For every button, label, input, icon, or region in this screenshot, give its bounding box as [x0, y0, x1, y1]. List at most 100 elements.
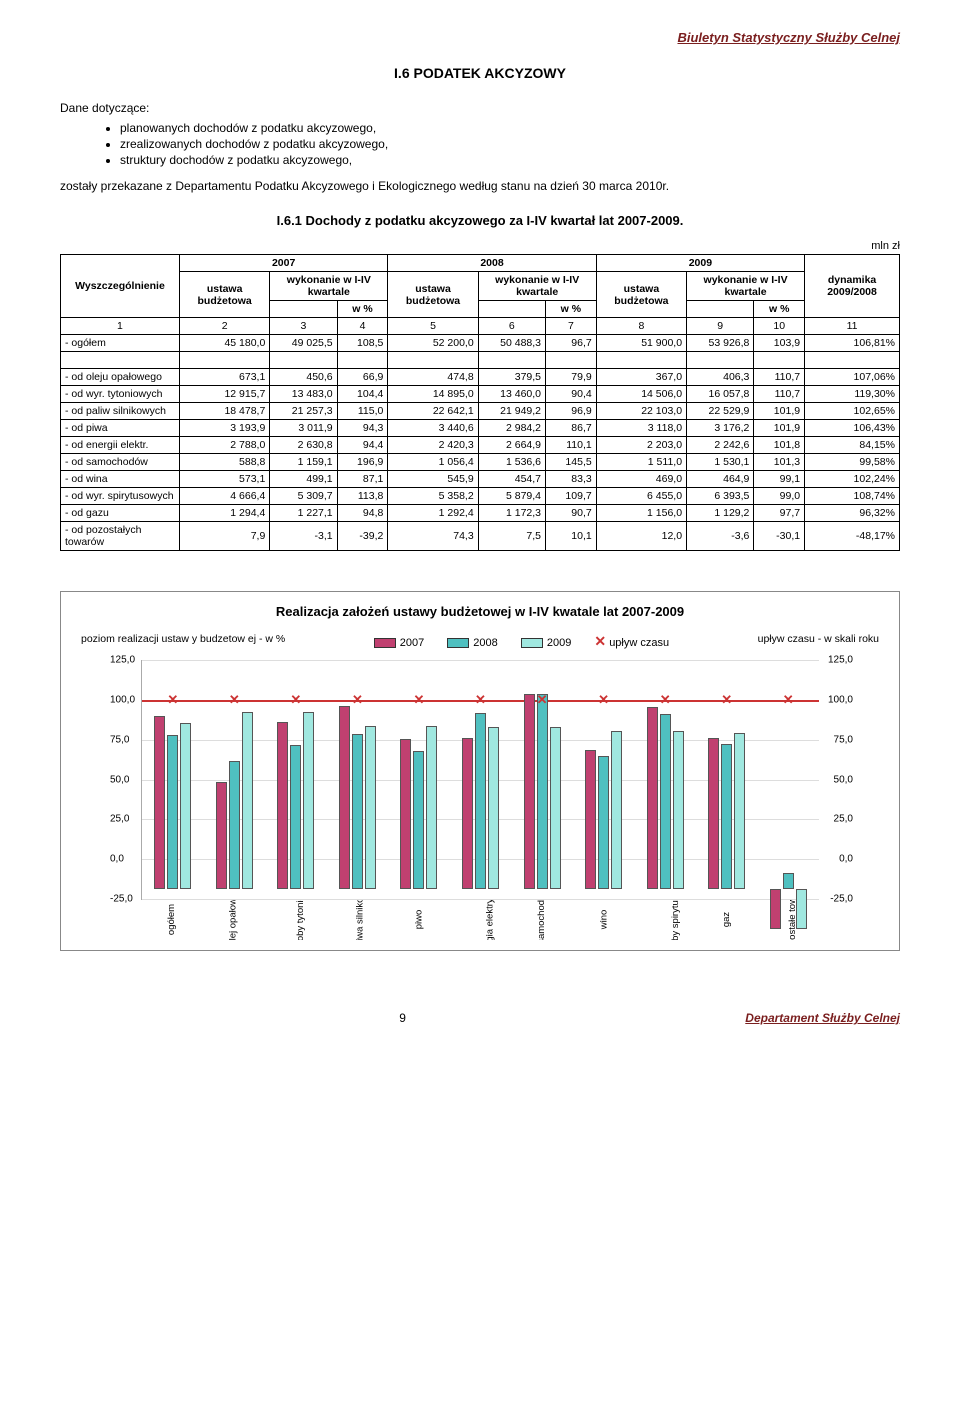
- category-label: olej opałowy: [203, 900, 265, 940]
- cell: 84,15%: [805, 437, 900, 454]
- bar: [352, 734, 363, 888]
- bar: [660, 714, 671, 889]
- col-wyk: wykonanie w I-IV kwartale: [687, 272, 805, 301]
- col-year: 2007: [179, 255, 387, 272]
- legend-uplyw: upływ czasu: [609, 637, 669, 649]
- footer-dept: Departament Służby Celnej: [745, 1011, 900, 1025]
- bar-group: ✕: [204, 660, 266, 899]
- cell: 101,8: [754, 437, 805, 454]
- bar: [154, 716, 165, 889]
- left-axis-label: poziom realizacji ustaw y budzetow ej - …: [81, 633, 285, 656]
- bar: [229, 761, 240, 888]
- cell: 97,7: [754, 505, 805, 522]
- col-wpct: w %: [337, 301, 388, 318]
- x-mark-icon: ✕: [594, 633, 606, 649]
- bullet: planowanych dochodów z podatku akcyzoweg…: [120, 121, 900, 135]
- cell: 51 900,0: [596, 335, 686, 352]
- cell: 1 511,0: [596, 454, 686, 471]
- cell: 109,7: [546, 488, 597, 505]
- cell: 2 630,8: [270, 437, 337, 454]
- cell: 22 103,0: [596, 403, 686, 420]
- bar-group: ✕: [388, 660, 450, 899]
- col-number: 8: [596, 318, 686, 335]
- cell: 7,9: [179, 522, 269, 551]
- cell: 16 057,8: [687, 386, 754, 403]
- bulletin-title: Biuletyn Statystyczny Służby Celnej: [60, 30, 900, 45]
- cell: 2 242,6: [687, 437, 754, 454]
- cell: 3 176,2: [687, 420, 754, 437]
- cell: 104,4: [337, 386, 388, 403]
- bar: [339, 706, 350, 889]
- category-label: wino: [572, 900, 634, 940]
- bar-group: ✕: [142, 660, 204, 899]
- intro-bullets: planowanych dochodów z podatku akcyzoweg…: [60, 121, 900, 167]
- bar: [673, 731, 684, 889]
- cell: 1 294,4: [179, 505, 269, 522]
- cell: 588,8: [179, 454, 269, 471]
- cell: 101,3: [754, 454, 805, 471]
- cell: 99,1: [754, 471, 805, 488]
- table-row: - od paliw silnikowych18 478,721 257,311…: [61, 403, 900, 420]
- bar: [180, 723, 191, 889]
- bar: [462, 738, 473, 888]
- cell: -3,1: [270, 522, 337, 551]
- bar: [783, 873, 794, 889]
- chart-plot: -25,0-25,00,00,025,025,050,050,075,075,0…: [111, 660, 849, 940]
- cell: 21 257,3: [270, 403, 337, 420]
- cell: 469,0: [596, 471, 686, 488]
- row-label: - od wina: [61, 471, 180, 488]
- cell: 450,6: [270, 369, 337, 386]
- bar: [277, 722, 288, 888]
- bar: [216, 782, 227, 889]
- cell: 1 056,4: [388, 454, 478, 471]
- cell: 115,0: [337, 403, 388, 420]
- cell: 5 309,7: [270, 488, 337, 505]
- cell: 86,7: [546, 420, 597, 437]
- cell: 53 926,8: [687, 335, 754, 352]
- cell: 22 642,1: [388, 403, 478, 420]
- cell: 101,9: [754, 420, 805, 437]
- bar-group: ✕: [634, 660, 696, 899]
- intro-lead: Dane dotyczące:: [60, 99, 900, 117]
- cell: 3 440,6: [388, 420, 478, 437]
- cell: 573,1: [179, 471, 269, 488]
- table-row: - od wyr. tytoniowych12 915,713 483,0104…: [61, 386, 900, 403]
- cell: 1 227,1: [270, 505, 337, 522]
- table-row: - od gazu1 294,41 227,194,81 292,41 172,…: [61, 505, 900, 522]
- category-label: ogółem: [141, 900, 203, 940]
- category-label: energia elektryczna: [449, 900, 511, 940]
- row-label: - od pozostałych towarów: [61, 522, 180, 551]
- col-wyk: wykonanie w I-IV kwartale: [478, 272, 596, 301]
- swatch-2009: [521, 638, 543, 648]
- table-row: - od wina573,1499,187,1545,9454,783,3469…: [61, 471, 900, 488]
- cell: 2 203,0: [596, 437, 686, 454]
- cell: 96,7: [546, 335, 597, 352]
- cell: 3 193,9: [179, 420, 269, 437]
- bar: [585, 750, 596, 889]
- category-label: pozostałe towary: [757, 900, 819, 940]
- cell: 106,81%: [805, 335, 900, 352]
- bar: [400, 739, 411, 889]
- row-label: - od wyr. tytoniowych: [61, 386, 180, 403]
- col-wyszcz: Wyszczególnienie: [61, 255, 180, 318]
- bar: [537, 694, 548, 888]
- cell: 119,30%: [805, 386, 900, 403]
- cell: 90,7: [546, 505, 597, 522]
- cell: 83,3: [546, 471, 597, 488]
- col-ustawa: ustawa budżetowa: [596, 272, 686, 318]
- cell: 1 292,4: [388, 505, 478, 522]
- cell: 406,3: [687, 369, 754, 386]
- col-number: 9: [687, 318, 754, 335]
- cell: 12 915,7: [179, 386, 269, 403]
- cell: 673,1: [179, 369, 269, 386]
- cell: 5 358,2: [388, 488, 478, 505]
- cell: 10,1: [546, 522, 597, 551]
- cell: 367,0: [596, 369, 686, 386]
- chart-title: Realizacja założeń ustawy budżetowej w I…: [81, 604, 879, 619]
- cell: 94,3: [337, 420, 388, 437]
- category-label: paliwa silnikowe: [326, 900, 388, 940]
- cell: 474,8: [388, 369, 478, 386]
- cell: 1 159,1: [270, 454, 337, 471]
- bullet: zrealizowanych dochodów z podatku akcyzo…: [120, 137, 900, 151]
- row-label: - ogółem: [61, 335, 180, 352]
